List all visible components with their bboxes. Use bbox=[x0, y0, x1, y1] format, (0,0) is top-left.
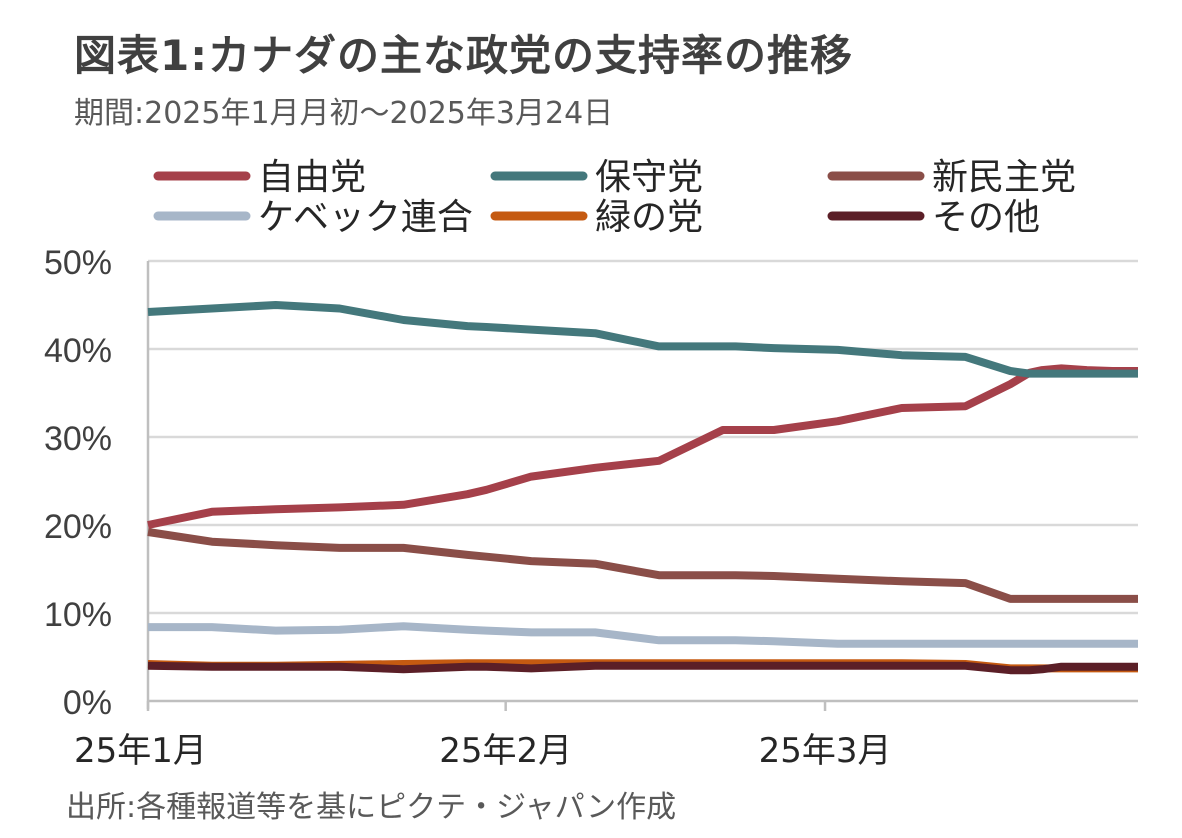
chart-source-note: 出所:各種報道等を基にピクテ・ジャパン作成 bbox=[66, 790, 677, 825]
y-axis: 0% 10% 20% 30% 40% 50% bbox=[44, 244, 150, 722]
chart-series bbox=[147, 301, 1138, 675]
x-tick-label: 25年1月 bbox=[74, 731, 207, 771]
x-axis: 25年1月 25年2月 25年3月 bbox=[74, 699, 1138, 771]
chart-title: 図表1:カナダの主な政党の支持率の推移 bbox=[74, 31, 854, 80]
y-tick-label: 50% bbox=[44, 244, 112, 282]
chart-subtitle: 期間:2025年1月月初～2025年3月24日 bbox=[74, 96, 614, 131]
legend-label: 自由党 bbox=[258, 157, 366, 198]
legend-item: その他 bbox=[827, 197, 1040, 238]
legend-item: 保守党 bbox=[490, 157, 703, 198]
y-tick-label: 20% bbox=[44, 508, 112, 546]
x-tick-label: 25年3月 bbox=[759, 731, 892, 771]
y-tick-label: 10% bbox=[44, 596, 112, 634]
chart-gridlines bbox=[148, 259, 1138, 615]
series-line-4 bbox=[148, 622, 1138, 648]
legend-label: 保守党 bbox=[595, 157, 703, 198]
legend-item: ケベック連合 bbox=[153, 197, 473, 238]
series-line-1 bbox=[147, 364, 1138, 529]
y-tick-label: 40% bbox=[44, 332, 112, 370]
series-line-3 bbox=[147, 528, 1138, 603]
legend-label: 新民主党 bbox=[932, 157, 1076, 198]
series-line-6 bbox=[147, 661, 1138, 675]
legend-label: その他 bbox=[932, 197, 1040, 238]
legend-label: 緑の党 bbox=[595, 197, 703, 238]
y-tick-label: 0% bbox=[63, 684, 112, 722]
series-line-2 bbox=[147, 301, 1138, 378]
y-tick-label: 30% bbox=[44, 420, 112, 458]
legend-item: 自由党 bbox=[153, 157, 366, 198]
legend-item: 新民主党 bbox=[827, 157, 1076, 198]
legend-label: ケベック連合 bbox=[258, 197, 473, 238]
x-tick-label: 25年2月 bbox=[439, 731, 572, 771]
legend-item: 緑の党 bbox=[490, 197, 703, 238]
